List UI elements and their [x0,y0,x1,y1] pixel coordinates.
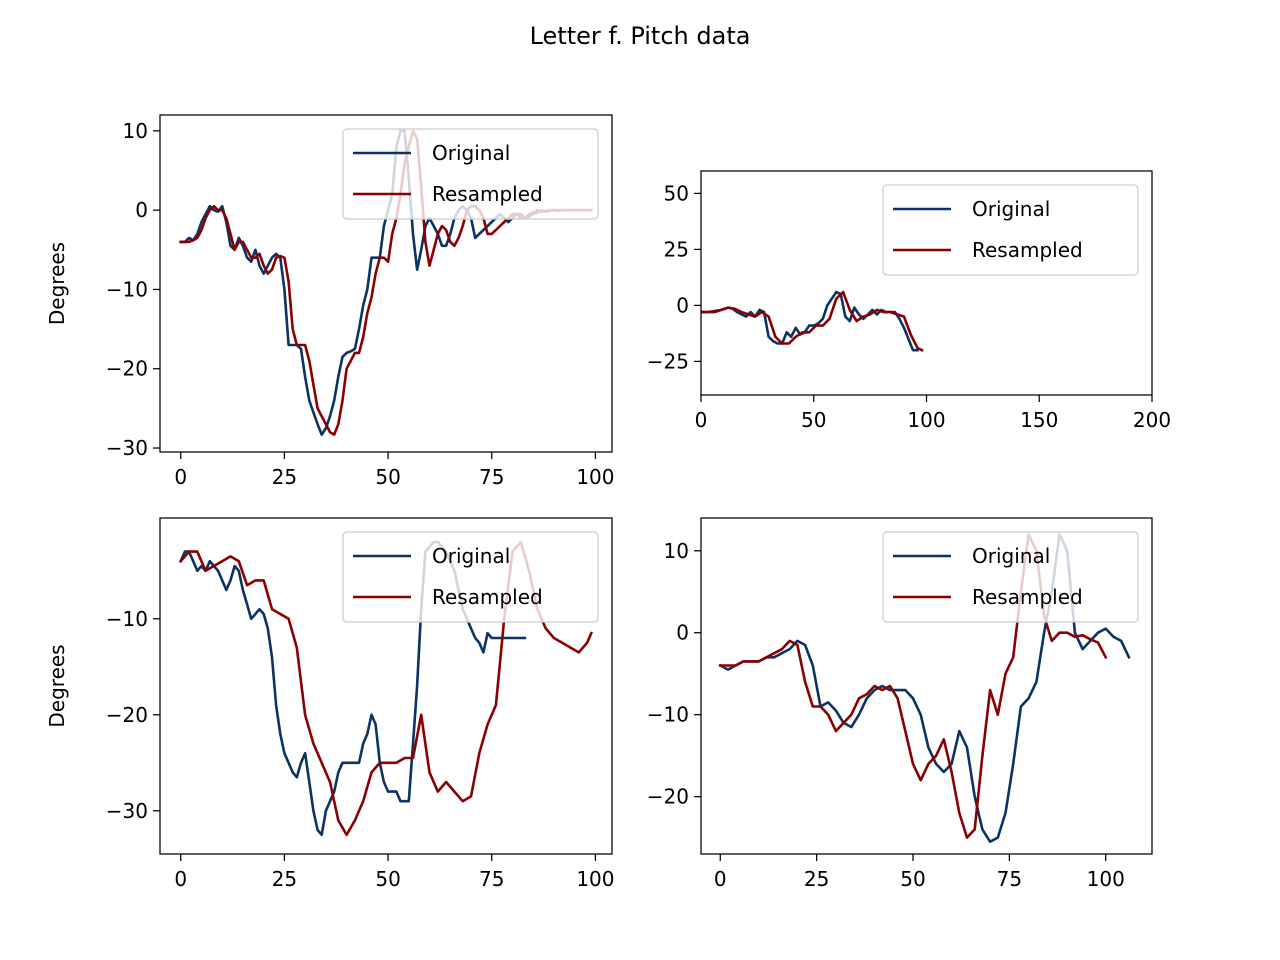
plot-area [701,290,924,352]
legend: Original Resampled [882,531,1139,623]
legend-box [882,184,1139,276]
y-tick-label: −20 [647,785,689,809]
y-axis-label: Degrees [45,242,69,325]
figure-title: Letter f. Pitch data [530,22,751,50]
legend-box [342,531,599,623]
x-tick-label: 0 [695,408,708,432]
x-tick-label: 100 [907,408,945,432]
subplot-1: 0 25 50 75 100100−10−20−30DegreesOriginalRes… [45,114,615,489]
legend-label-resampled: Resampled [432,585,543,609]
x-tick-label: 0 [174,867,187,891]
x-tick-label: 0 [174,465,187,489]
legend-label-resampled: Resampled [972,238,1083,262]
x-tick-label: 100 [576,465,614,489]
y-tick-label: −25 [647,349,689,373]
legend-label-original: Original [972,197,1050,221]
axes-frame [700,517,1153,855]
x-tick-label: 100 [1087,867,1125,891]
x-tick-label: 25 [272,867,297,891]
x-tick-label: 200 [1133,408,1171,432]
y-tick-label: 10 [664,539,689,563]
legend-label-resampled: Resampled [972,585,1083,609]
y-tick-label: −30 [106,436,148,460]
legend-box [342,128,599,220]
y-tick-label: 10 [123,119,148,143]
axes-frame [159,517,613,855]
x-tick-label: 50 [900,867,925,891]
y-axis-label: Degrees [45,644,69,727]
legend-label-original: Original [432,544,510,568]
series-line-resampled [701,290,924,352]
x-tick-label: 75 [479,465,504,489]
x-tick-label: 75 [997,867,1022,891]
y-tick-label: −10 [647,703,689,727]
x-tick-label: 25 [804,867,829,891]
y-tick-label: −20 [106,357,148,381]
y-tick-label: −20 [106,703,148,727]
legend-box [882,531,1139,623]
legend-label-original: Original [432,141,510,165]
y-tick-label: 0 [135,198,148,222]
x-tick-label: 150 [1020,408,1058,432]
axes-frame [159,114,613,453]
y-tick-label: 0 [676,293,689,317]
legend-label-resampled: Resampled [432,182,543,206]
x-tick-label: 50 [375,465,400,489]
subplot-2: 0 50 100 150 200 50 25 0 −25 Original Resampled [647,170,1171,432]
x-tick-label: 25 [272,465,297,489]
x-tick-label: 100 [576,867,614,891]
y-tick-label: −30 [106,799,148,823]
y-tick-label: −10 [106,277,148,301]
legend: Original Resampled [342,128,599,220]
axes-container: 0 25 50 75 100100−10−20−30DegreesOriginalRes… [45,114,1171,891]
y-tick-label: −10 [106,607,148,631]
y-tick-label: 0 [676,621,689,645]
y-tick-label: 25 [664,237,689,261]
x-tick-label: 0 [714,867,727,891]
y-tick-label: 50 [664,181,689,205]
x-tick-label: 50 [375,867,400,891]
legend: Original Resampled [342,531,599,623]
subplot-3: 0 25 50 75 100 −10 −20 −30 Degrees Original Resamp… [45,517,615,891]
legend-label-original: Original [972,544,1050,568]
x-tick-label: 75 [479,867,504,891]
legend: Original Resampled [882,184,1139,276]
x-tick-label: 50 [801,408,826,432]
series-line-original [701,290,919,352]
